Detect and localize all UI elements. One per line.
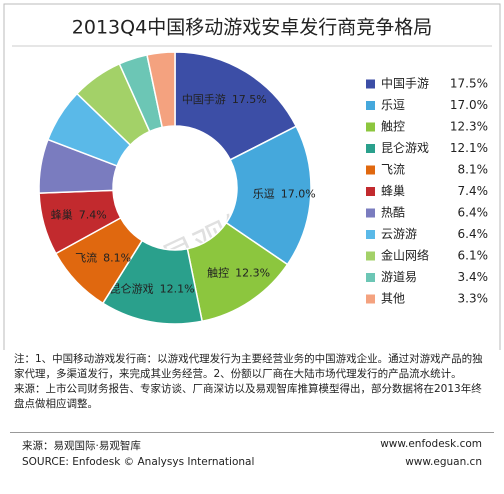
legend-label: 其他 xyxy=(381,292,405,306)
legend-swatch xyxy=(366,273,375,282)
legend-value: 17.0% xyxy=(450,98,488,112)
legend-label: 乐逗 xyxy=(381,98,405,112)
footer-source-en: SOURCE: Enfodesk © Analysys Internationa… xyxy=(22,456,255,468)
legend-label: 飞流 xyxy=(381,163,405,177)
legend-value: 6.1% xyxy=(458,249,489,263)
chart-title: 2013Q4中国移动游戏安卓发行商竞争格局 xyxy=(72,17,432,39)
footer-line xyxy=(10,432,494,433)
chart: 2013Q4中国移动游戏安卓发行商竞争格局 易观智库 中国手游17.5%乐逗17… xyxy=(3,3,501,350)
legend-swatch xyxy=(366,251,375,261)
donut-slice xyxy=(146,51,176,129)
notes: 注：1、中国移动游戏发行商：以游戏代理发行为主要经营业务的中国游戏企业。通过对游… xyxy=(14,352,484,422)
legend-label: 中国手游 xyxy=(381,76,429,91)
slice-value-label: 12.1% xyxy=(160,282,195,295)
footer-url: www.eguan.cn xyxy=(405,456,482,468)
note: 注：1、中国移动游戏发行商：以游戏代理发行为主要经营业务的中国游戏企业。通过对游… xyxy=(14,353,483,380)
legend-value: 8.1% xyxy=(458,163,489,177)
legend-swatch xyxy=(366,187,375,196)
legend-label: 云游游 xyxy=(381,227,417,241)
legend-label: 触控 xyxy=(381,120,405,134)
slice-label: 飞流 xyxy=(75,251,97,265)
slice-label: 中国手游 xyxy=(182,92,226,106)
footer-url: www.enfodesk.com xyxy=(380,438,482,450)
legend-label: 游道易 xyxy=(381,270,417,284)
legend-swatch xyxy=(366,79,375,89)
slice-value-label: 8.1% xyxy=(103,252,131,265)
slice-label: 昆仑游戏 xyxy=(110,281,154,295)
legend-label: 蜂巢 xyxy=(381,184,405,198)
legend-swatch xyxy=(366,165,375,175)
donut-slice xyxy=(174,51,298,161)
slice-value-label: 17.5% xyxy=(232,93,267,106)
slice-label: 触控 xyxy=(207,266,229,280)
legend-value: 6.4% xyxy=(458,227,489,241)
legend-label: 昆仑游戏 xyxy=(381,141,429,155)
legend-value: 12.3% xyxy=(450,120,488,134)
slice-value-label: 7.4% xyxy=(79,208,107,221)
legend-label: 金山网络 xyxy=(381,248,429,263)
legend-value: 12.1% xyxy=(450,141,488,155)
legend-swatch xyxy=(366,294,375,304)
slice-label: 乐逗 xyxy=(253,187,275,200)
source-note: 来源：上市公司财务报告、专家访谈、厂商深访以及易观智库推算模型得出，部分数据将在… xyxy=(14,383,482,410)
legend-value: 3.3% xyxy=(458,292,489,306)
legend-swatch xyxy=(366,230,375,239)
slice-value-label: 17.0% xyxy=(281,187,316,200)
legend-swatch xyxy=(366,208,375,218)
frame xyxy=(3,3,501,350)
legend-label: 热酷 xyxy=(381,206,405,220)
legend-value: 3.4% xyxy=(458,270,489,284)
legend-swatch xyxy=(366,101,375,110)
legend-swatch xyxy=(366,122,375,132)
slice-value-label: 12.3% xyxy=(235,267,270,280)
legend-value: 7.4% xyxy=(458,184,489,198)
legend-value: 6.4% xyxy=(458,206,489,220)
slice-label: 蜂巢 xyxy=(51,207,73,221)
legend-swatch xyxy=(366,144,375,153)
footer-source-cn: 来源：易观国际·易观智库 xyxy=(22,440,141,452)
legend-value: 17.5% xyxy=(450,77,488,91)
